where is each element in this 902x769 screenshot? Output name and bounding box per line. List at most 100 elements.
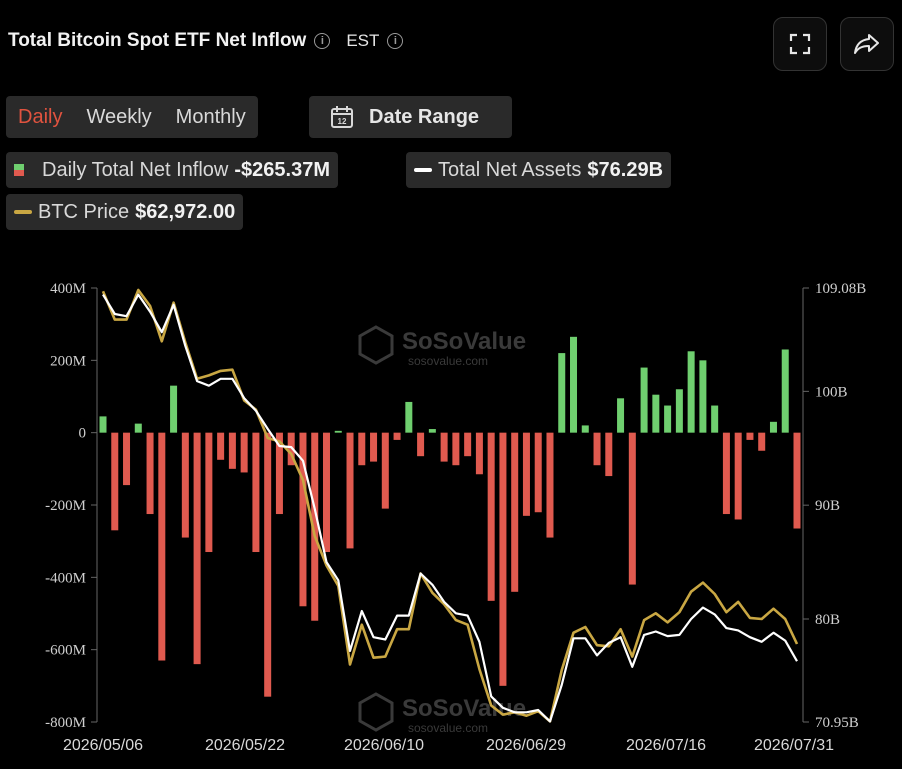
inflow-bar[interactable] — [464, 432, 472, 457]
inflow-bar[interactable] — [322, 432, 330, 553]
legend-btc-label: BTC Price — [38, 200, 130, 223]
watermark-url: sosovalue.com — [408, 721, 488, 735]
inflow-bar[interactable] — [640, 367, 648, 433]
inflow-bar[interactable] — [711, 405, 719, 433]
inflow-bar[interactable] — [628, 432, 636, 585]
legend-inflow-label: Daily Total Net Inflow — [42, 158, 229, 181]
calendar-icon: 12 — [331, 106, 353, 128]
left-axis-ticks: 400M 200M 0 -200M -400M -600M -800M — [45, 281, 97, 731]
left-tick-label: -200M — [45, 498, 86, 514]
left-tick-label: -800M — [45, 715, 86, 731]
inflow-bar[interactable] — [734, 432, 742, 520]
left-tick-label: -600M — [45, 643, 86, 659]
fullscreen-button[interactable] — [773, 17, 827, 71]
inflow-bars — [99, 336, 801, 697]
right-tick-label: 80B — [815, 612, 840, 628]
inflow-bar[interactable] — [205, 432, 213, 553]
fullscreen-icon — [789, 33, 811, 55]
inflow-bar[interactable] — [487, 432, 495, 601]
inflow-bar[interactable] — [417, 432, 425, 457]
inflow-bar[interactable] — [275, 432, 283, 515]
inflow-bar[interactable] — [652, 394, 660, 433]
inflow-bar[interactable] — [158, 432, 166, 661]
info-icon[interactable]: i — [314, 33, 331, 49]
inflow-bar[interactable] — [581, 425, 589, 433]
inflow-bar[interactable] — [393, 432, 401, 440]
share-button[interactable] — [840, 17, 894, 71]
watermark-logo-icon — [358, 692, 394, 732]
tab-monthly[interactable]: Monthly — [175, 106, 246, 128]
inflow-bar[interactable] — [699, 360, 707, 433]
inflow-bar[interactable] — [558, 353, 566, 433]
inflow-bar[interactable] — [793, 432, 801, 529]
inflow-bar[interactable] — [193, 432, 201, 665]
inflow-bar[interactable] — [675, 389, 683, 433]
left-tick-label: 0 — [79, 426, 87, 442]
inflow-bar[interactable] — [687, 351, 695, 433]
inflow-bar[interactable] — [370, 432, 378, 462]
legend-inflow[interactable]: Daily Total Net Inflow -$265.37M — [6, 152, 339, 188]
date-range-button[interactable]: 12 Date Range — [309, 96, 512, 138]
inflow-bar[interactable] — [781, 349, 789, 433]
inflow-bar[interactable] — [499, 432, 507, 686]
x-tick-label: 2026/07/16 — [626, 737, 706, 754]
watermark-brand: SoSoValue — [402, 328, 526, 355]
inflow-bar[interactable] — [99, 416, 107, 433]
inflow-bar[interactable] — [440, 432, 448, 462]
inflow-bar[interactable] — [511, 432, 519, 592]
inflow-bar[interactable] — [146, 432, 154, 515]
inflow-bar[interactable] — [123, 432, 131, 486]
chart-title-row: Total Bitcoin Spot ETF Net Inflow i EST … — [8, 30, 404, 52]
inflow-bar[interactable] — [475, 432, 483, 475]
inflow-bar[interactable] — [722, 432, 730, 515]
inflow-bar[interactable] — [181, 432, 189, 538]
inflow-bar[interactable] — [287, 432, 295, 466]
inflow-bar[interactable] — [134, 423, 142, 433]
inflow-bar[interactable] — [299, 432, 307, 607]
inflow-bar[interactable] — [334, 430, 342, 433]
inflow-bar[interactable] — [264, 432, 272, 697]
inflow-bar[interactable] — [758, 432, 766, 451]
inflow-bar[interactable] — [452, 432, 460, 466]
timezone-info-icon[interactable]: i — [387, 33, 404, 49]
total-net-assets-line — [102, 293, 798, 723]
tab-weekly[interactable]: Weekly — [86, 106, 152, 128]
inflow-bar[interactable] — [664, 405, 672, 433]
inflow-bar[interactable] — [217, 432, 225, 460]
inflow-bar[interactable] — [405, 401, 413, 433]
tab-daily[interactable]: Daily — [18, 106, 63, 128]
right-tick-label: 109.08B — [815, 281, 866, 297]
inflow-bar[interactable] — [311, 432, 319, 621]
inflow-bar[interactable] — [605, 432, 613, 477]
right-tick-label: 90B — [815, 498, 840, 514]
legend-assets-value: $76.29B — [587, 158, 664, 181]
inflow-bar[interactable] — [358, 432, 366, 466]
x-tick-label: 2026/06/10 — [344, 737, 424, 754]
legend-btc[interactable]: BTC Price $62,972.00 — [6, 194, 244, 230]
inflow-bar[interactable] — [252, 432, 260, 553]
inflow-bar[interactable] — [617, 398, 625, 433]
inflow-bar[interactable] — [522, 432, 530, 516]
inflow-bar[interactable] — [381, 432, 389, 509]
inflow-bar[interactable] — [240, 432, 248, 473]
legend-inflow-value: -$265.37M — [234, 158, 331, 181]
watermark-logo-icon — [358, 325, 394, 365]
share-icon — [854, 34, 879, 54]
inflow-bar[interactable] — [170, 385, 178, 433]
inflow-bar[interactable] — [534, 432, 542, 513]
inflow-bar[interactable] — [570, 336, 578, 433]
period-tabs: Daily Weekly Monthly — [6, 96, 258, 138]
inflow-bar[interactable] — [746, 432, 754, 440]
inflow-bar[interactable] — [346, 432, 354, 549]
btc-price-line — [101, 288, 799, 723]
left-tick-label: 200M — [50, 353, 86, 369]
inflow-bar[interactable] — [228, 432, 236, 469]
inflow-bar[interactable] — [428, 429, 436, 433]
inflow-bar[interactable] — [769, 421, 777, 433]
inflow-bar[interactable] — [593, 432, 601, 466]
x-tick-label: 2026/06/29 — [486, 737, 566, 754]
inflow-bar[interactable] — [546, 432, 554, 538]
legend-assets-label: Total Net Assets — [438, 158, 582, 181]
legend-assets[interactable]: Total Net Assets $76.29B — [406, 152, 672, 188]
inflow-bar[interactable] — [111, 432, 119, 531]
